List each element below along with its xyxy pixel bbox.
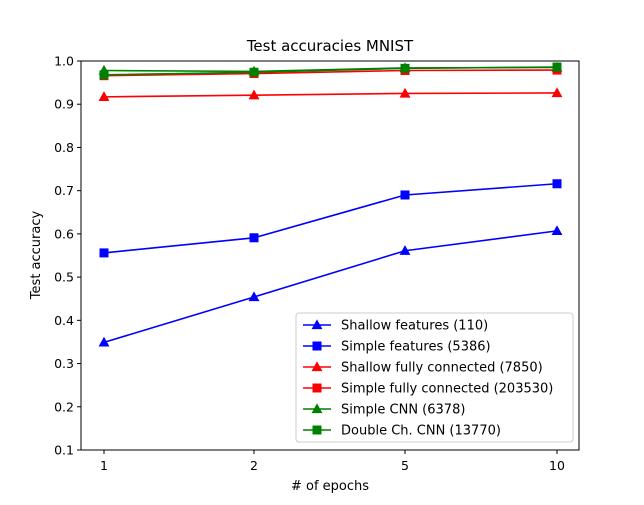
- data-point: [552, 62, 562, 72]
- y-tick-label: 0.6: [54, 226, 74, 241]
- series-line: [103, 92, 558, 98]
- legend-marker: [312, 425, 322, 435]
- legend: Shallow features (110) Simple features (5…: [295, 312, 574, 443]
- chart-title: Test accuracies MNIST: [246, 37, 414, 55]
- data-point: [98, 336, 110, 347]
- data-point: [551, 225, 563, 236]
- series-1: [98, 225, 563, 347]
- x-tick-label: 5: [401, 458, 409, 473]
- data-point: [248, 291, 260, 302]
- x-axis-label: # of epochs: [291, 479, 369, 494]
- y-tick-label: 0.3: [54, 356, 74, 371]
- series-6: [99, 62, 562, 80]
- y-axis-label: Test accuracy: [29, 211, 44, 301]
- legend-label: Simple features (5386): [341, 340, 491, 355]
- y-tick-label: 0.8: [54, 140, 74, 155]
- legend-marker: [312, 341, 322, 351]
- data-point: [249, 233, 259, 243]
- series-line: [103, 69, 558, 77]
- legend-item: Simple features (5386): [303, 340, 491, 355]
- legend-marker: [311, 319, 323, 330]
- legend-item: Shallow fully connected (7850): [303, 361, 543, 376]
- x-axis: 1 2 5 10: [100, 450, 565, 473]
- x-tick-label: 1: [100, 458, 108, 473]
- y-tick-label: 0.7: [54, 183, 74, 198]
- data-point: [552, 179, 562, 189]
- legend-item: Double Ch. CNN (13770): [303, 424, 501, 439]
- y-tick-label: 0.5: [54, 270, 74, 285]
- series-line: [103, 66, 558, 76]
- legend-item: Simple fully connected (203530): [303, 382, 553, 397]
- legend-box: [295, 312, 574, 443]
- data-point: [98, 91, 110, 102]
- series-layer: [98, 61, 563, 347]
- legend-item: Shallow features (110): [303, 319, 488, 334]
- y-tick-label: 0.2: [54, 399, 74, 414]
- legend-marker: [311, 403, 323, 414]
- legend-marker: [312, 383, 322, 393]
- legend-label: Shallow fully connected (7850): [341, 361, 543, 376]
- data-point: [399, 245, 411, 255]
- y-tick-label: 0.4: [54, 313, 74, 328]
- legend-label: Simple fully connected (203530): [341, 382, 553, 397]
- x-tick-label: 2: [250, 458, 258, 473]
- data-point: [399, 87, 411, 98]
- y-tick-label: 0.1: [54, 443, 74, 458]
- y-axis: 0.1 0.2 0.3 0.4 0.5 0.6 0.7 0.8 0.9 1.0: [54, 54, 81, 458]
- data-point: [99, 248, 109, 258]
- data-point: [400, 190, 410, 200]
- y-tick-label: 0.9: [54, 97, 74, 112]
- legend-marker: [311, 361, 323, 372]
- data-point: [400, 63, 410, 73]
- series-line: [103, 230, 558, 344]
- data-point: [551, 87, 563, 98]
- data-point: [248, 89, 260, 100]
- data-point: [249, 67, 259, 77]
- legend-item: Simple CNN (6378): [303, 403, 465, 418]
- series-line: [103, 182, 558, 254]
- legend-label: Double Ch. CNN (13770): [341, 424, 501, 439]
- series-3: [98, 87, 563, 102]
- x-tick-label: 10: [549, 458, 565, 473]
- y-tick-label: 1.0: [54, 54, 74, 69]
- legend-label: Shallow features (110): [341, 319, 488, 334]
- series-2: [99, 179, 562, 258]
- legend-label: Simple CNN (6378): [341, 403, 465, 418]
- data-point: [99, 70, 109, 80]
